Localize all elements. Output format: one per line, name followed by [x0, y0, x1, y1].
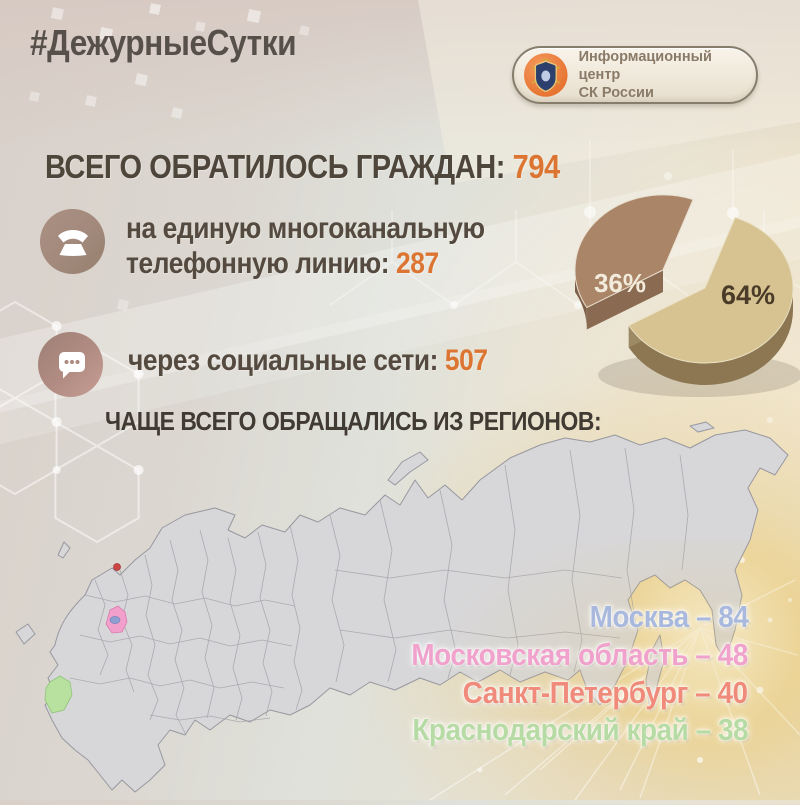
logo-badge-text: Информационный центр СК России: [579, 48, 756, 102]
social-stat: через социальные сети: 507: [128, 344, 537, 378]
pie-slice-64-side: [628, 288, 793, 385]
phone-icon: [40, 209, 105, 274]
island-1: [57, 541, 71, 559]
total-stat-value: 794: [512, 148, 561, 185]
regions-heading: ЧАЩЕ ВСЕГО ОБРАЩАЛИСЬ ИЗ РЕГИОНОВ:: [105, 406, 602, 436]
hashtag-title: #ДежурныеСутки: [30, 22, 332, 64]
region-stats-list: Москва – 84 Московская область – 48 Санк…: [374, 598, 749, 749]
region-row-saint-petersburg: Санкт-Петербург – 40: [463, 674, 748, 710]
kaliningrad: [15, 623, 36, 645]
chat-bubble-icon: [38, 332, 103, 397]
arctic-island: [689, 421, 715, 433]
sk-russia-emblem-icon: [523, 53, 568, 97]
phone-line1: на единую многоканальную: [126, 212, 485, 245]
region-row-moscow-oblast: Московская область – 48: [411, 636, 749, 672]
phone-stat: на единую многоканальную телефонную лини…: [126, 212, 534, 281]
logo-line2: СК России: [578, 85, 654, 102]
novaya-zemlya: [387, 451, 429, 486]
pie-slice-64: [628, 216, 794, 364]
pie-chart: 36% 64%: [550, 193, 800, 413]
pie-label-64: 64%: [721, 280, 775, 310]
logo-badge: Информационный центр СК России: [512, 46, 758, 104]
total-stat: ВСЕГО ОБРАТИЛОСЬ ГРАЖДАН: 794: [45, 148, 630, 186]
total-stat-label: ВСЕГО ОБРАТИЛОСЬ ГРАЖДАН:: [45, 148, 506, 185]
logo-line1: Информационный центр: [578, 48, 712, 83]
highlight-saint-petersburg: [113, 563, 121, 571]
pie-slice-36: [574, 194, 694, 309]
social-value: 507: [444, 344, 488, 377]
social-label: через социальные сети:: [128, 344, 439, 377]
hashtag-text: #ДежурныеСутки: [30, 22, 297, 63]
pie-label-36: 36%: [594, 268, 646, 298]
region-row-krasnodar: Краснодарский край – 38: [412, 712, 748, 748]
highlight-moscow: [109, 616, 121, 624]
phone-value: 287: [395, 246, 439, 280]
phone-line2: телефонную линию:: [126, 246, 390, 280]
pie-slice-36-cut: [586, 270, 663, 330]
highlight-krasnodar: [44, 675, 73, 714]
region-row-moscow: Москва – 84: [589, 599, 748, 634]
